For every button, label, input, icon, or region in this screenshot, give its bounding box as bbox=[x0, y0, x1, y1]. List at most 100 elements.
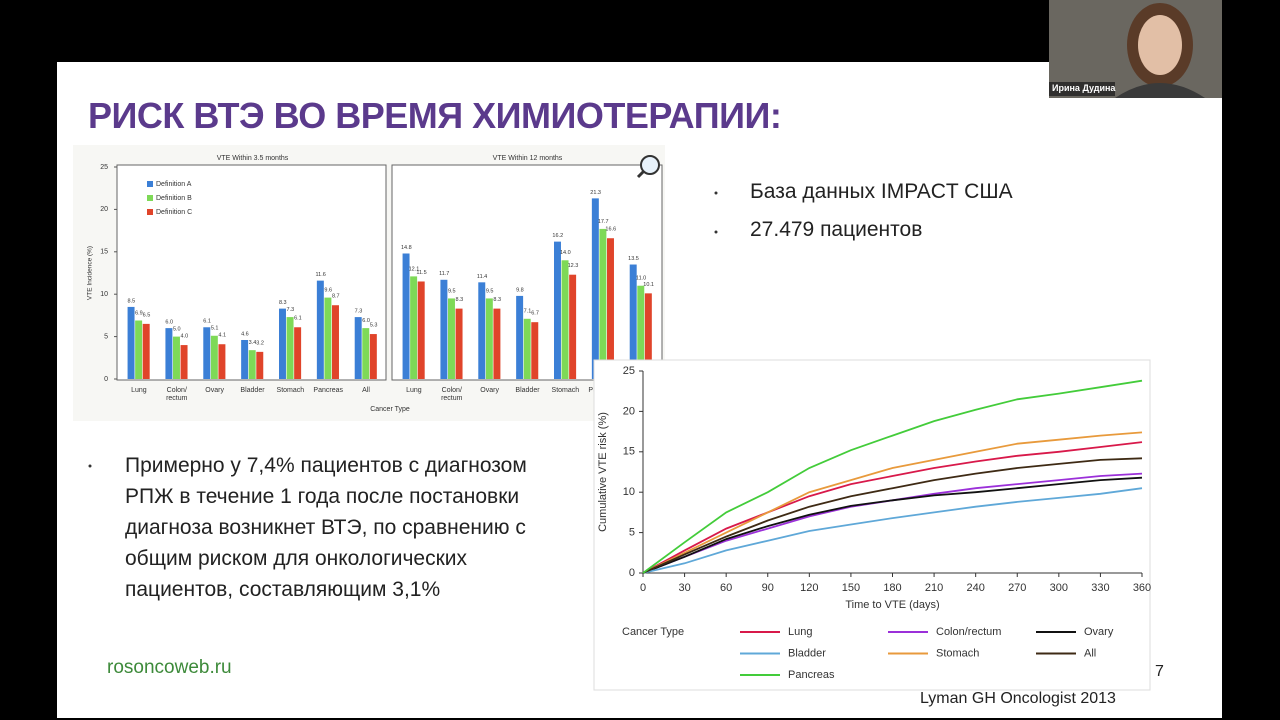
bar bbox=[354, 317, 362, 379]
legend-label: Lung bbox=[788, 626, 812, 638]
line-series bbox=[642, 441, 1143, 574]
x-tick-label-line: rectum bbox=[166, 395, 188, 402]
x-tick-label: 270 bbox=[1008, 582, 1026, 594]
legend-label: Pancreas bbox=[788, 669, 835, 681]
bar-value-label: 21.3 bbox=[590, 190, 601, 196]
x-tick-label: 60 bbox=[720, 582, 732, 594]
bar bbox=[440, 279, 448, 379]
x-tick-label: Lung bbox=[131, 387, 147, 394]
bar-value-label: 8.3 bbox=[493, 297, 501, 303]
legend-label: Bladder bbox=[788, 647, 826, 659]
x-tick-label: 90 bbox=[762, 582, 774, 594]
x-tick-label-line: Colon/ bbox=[167, 387, 187, 394]
line-series bbox=[642, 457, 1143, 574]
line-series bbox=[642, 476, 1143, 574]
x-tick-label: 150 bbox=[842, 582, 860, 594]
bar bbox=[180, 345, 188, 379]
bar-value-label: 6.7 bbox=[531, 311, 539, 317]
zoom-icon-handle bbox=[636, 169, 646, 179]
legend-label: Ovary bbox=[1084, 626, 1114, 638]
x-tick-label: Ovary bbox=[480, 387, 499, 394]
bar bbox=[478, 282, 486, 379]
x-tick-label: Stomach bbox=[277, 387, 305, 394]
bar-value-label: 6.1 bbox=[294, 316, 302, 322]
legend-label: Colon/rectum bbox=[936, 626, 1001, 638]
x-tick-label: Stomach bbox=[552, 387, 580, 394]
legend-label: Stomach bbox=[936, 647, 979, 659]
x-tick-label: 180 bbox=[883, 582, 901, 594]
y-tick-label: 20 bbox=[623, 405, 635, 417]
x-tick-label: All bbox=[362, 387, 370, 394]
bar bbox=[554, 241, 561, 379]
legend-label: Definition C bbox=[156, 209, 192, 216]
bar bbox=[324, 297, 332, 379]
site-link[interactable]: rosoncoweb.ru bbox=[107, 657, 232, 678]
x-tick-label-line: rectum bbox=[441, 395, 463, 402]
bar-value-label: 9.5 bbox=[448, 288, 456, 294]
bullet: 27.479 пациентов bbox=[750, 218, 923, 241]
x-axis-label: Time to VTE (days) bbox=[845, 599, 939, 611]
y-tick-label: 15 bbox=[623, 446, 635, 458]
bar bbox=[644, 293, 652, 379]
bar bbox=[210, 335, 218, 379]
bar bbox=[218, 344, 226, 379]
bullet-dot bbox=[714, 230, 718, 234]
bar bbox=[599, 228, 607, 379]
y-tick-label: 5 bbox=[629, 527, 635, 539]
bar-value-label: 14.8 bbox=[401, 245, 412, 251]
y-tick-label: 5 bbox=[104, 333, 108, 340]
x-tick-label: Colon/rectum bbox=[166, 387, 188, 402]
line-series bbox=[642, 487, 1143, 574]
x-tick-label: 330 bbox=[1091, 582, 1109, 594]
bar-value-label: 6.9 bbox=[135, 310, 143, 316]
line-series bbox=[642, 379, 1143, 574]
bar bbox=[165, 328, 173, 379]
legend-swatch bbox=[147, 181, 153, 187]
y-tick-label: 15 bbox=[100, 249, 108, 256]
bar bbox=[448, 298, 455, 379]
paragraph: Примерно у 7,4% пациентов с диагнозом РП… bbox=[125, 454, 527, 601]
bar-value-label: 16.6 bbox=[605, 227, 616, 233]
y-tick-label: 25 bbox=[623, 365, 635, 377]
legend-label: Definition B bbox=[156, 195, 192, 202]
bar-value-label: 12.3 bbox=[568, 263, 579, 269]
bar-value-label: 14.0 bbox=[560, 250, 571, 256]
x-tick-label: Bladder bbox=[240, 387, 265, 394]
bar bbox=[369, 334, 377, 379]
bar bbox=[362, 328, 370, 379]
zoom-icon[interactable] bbox=[640, 155, 660, 175]
bar bbox=[173, 336, 180, 379]
y-axis-label: VTE Incidence (%) bbox=[87, 246, 94, 300]
bar-value-label: 7.3 bbox=[355, 309, 363, 315]
y-tick-label: 0 bbox=[629, 567, 635, 579]
page-number: 7 bbox=[1155, 663, 1164, 680]
y-tick-label: 25 bbox=[100, 164, 108, 171]
x-tick-label: 300 bbox=[1050, 582, 1068, 594]
bar-value-label: 6.0 bbox=[165, 320, 173, 326]
bar bbox=[286, 317, 294, 379]
x-tick-label: 360 bbox=[1133, 582, 1151, 594]
legend-swatch bbox=[147, 195, 153, 201]
y-tick-label: 10 bbox=[623, 486, 635, 498]
webcam-face bbox=[1138, 15, 1182, 75]
bar bbox=[455, 308, 463, 379]
bar bbox=[607, 238, 614, 379]
bar bbox=[256, 351, 264, 379]
bar-value-label: 6.1 bbox=[203, 319, 211, 325]
bar-value-label: 6.5 bbox=[143, 312, 151, 318]
bullet-dot bbox=[88, 464, 92, 468]
x-tick-label: Lung bbox=[406, 387, 422, 394]
y-tick-label: 10 bbox=[100, 291, 108, 298]
x-axis-label: Cancer Type bbox=[370, 406, 410, 413]
bar-value-label: 11.6 bbox=[315, 272, 325, 278]
bar-value-label: 11.4 bbox=[477, 274, 487, 280]
x-tick-label: 0 bbox=[640, 582, 646, 594]
bar-value-label: 12.1 bbox=[409, 266, 420, 272]
bar bbox=[493, 308, 501, 379]
x-tick-label: Bladder bbox=[515, 387, 540, 394]
line-series bbox=[642, 431, 1143, 574]
x-tick-label: 240 bbox=[966, 582, 984, 594]
y-tick-label: 0 bbox=[104, 376, 108, 383]
bar-value-label: 3.4 bbox=[249, 340, 257, 346]
